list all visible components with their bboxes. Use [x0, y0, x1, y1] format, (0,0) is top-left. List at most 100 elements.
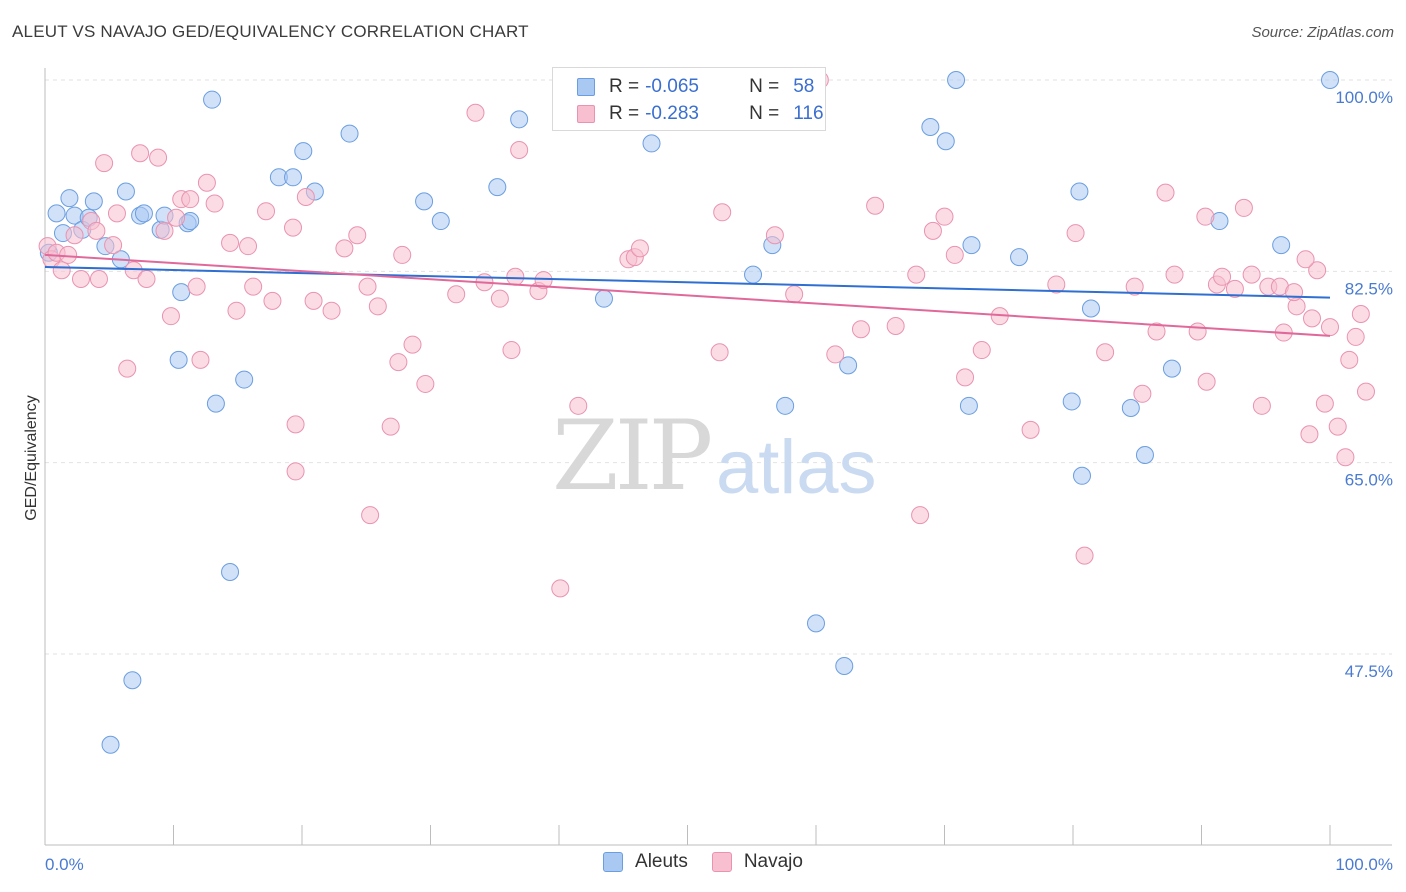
legend-r-label: R = — [609, 76, 640, 97]
aleut-point — [1121, 399, 1140, 417]
navajo-point — [907, 265, 926, 284]
aleut-point — [84, 192, 103, 211]
navajo-point — [466, 103, 485, 122]
navajo-point — [1165, 265, 1184, 284]
navajo-point — [95, 154, 114, 173]
navajo-point — [765, 226, 784, 245]
navajo-point — [447, 285, 466, 304]
navajo-point — [956, 368, 975, 387]
navajo-point — [972, 341, 991, 360]
aleut-point — [1272, 236, 1291, 255]
aleut-point — [1062, 392, 1081, 411]
aleut-point — [235, 370, 254, 389]
aleut-point — [294, 142, 313, 161]
navajo-point — [1285, 283, 1304, 302]
navajo-point — [403, 335, 422, 354]
navajo-point — [1321, 318, 1339, 337]
aleut-point — [921, 118, 940, 137]
x-tick-label: 100.0% — [1335, 855, 1393, 874]
aleut-point — [1321, 71, 1339, 89]
navajo-point — [1242, 265, 1261, 284]
aleut-point — [169, 350, 188, 369]
aleut-point — [807, 614, 825, 633]
aleut-point — [1135, 446, 1154, 465]
navajo-point — [1303, 309, 1322, 328]
aleut-point — [101, 735, 120, 754]
legend-n-label: N = — [749, 76, 780, 97]
legend-n-value: 58 — [793, 76, 815, 97]
navajo-point — [118, 359, 137, 378]
navajo-point — [506, 267, 525, 286]
navajo-point — [490, 289, 509, 308]
navajo-point — [104, 236, 123, 255]
aleuts-swatch — [603, 852, 624, 872]
navajo-point — [1196, 207, 1215, 226]
aleut-point — [221, 563, 240, 581]
navajo-point — [263, 291, 282, 310]
navajo-point — [304, 291, 323, 310]
navajo-point — [935, 207, 954, 226]
legend-r-label: R = — [609, 103, 640, 124]
aleut-point — [1010, 248, 1029, 267]
aleut-point — [839, 356, 858, 375]
navajo-point — [1336, 448, 1355, 467]
navajo-point — [945, 245, 964, 264]
navajo-swatch — [711, 852, 732, 872]
y-axis-title: GED/Equivalency — [23, 395, 40, 520]
navajo-point — [1300, 425, 1319, 444]
navajo-point — [348, 226, 367, 245]
aleut-point — [936, 132, 955, 151]
navajo-point — [713, 203, 732, 222]
grid-lines — [45, 79, 1392, 655]
legend-item-navajo: Navajo — [711, 851, 803, 873]
aleut-point — [642, 134, 661, 153]
navajo-point — [502, 341, 521, 360]
navajo-point — [1296, 250, 1315, 269]
navajo-point — [296, 187, 315, 206]
navajo-point — [851, 320, 870, 339]
legend-n-label: N = — [749, 103, 780, 124]
y-tick-label: 100.0% — [1335, 88, 1393, 107]
navajo-point — [167, 208, 186, 227]
navajo-point — [1197, 372, 1216, 391]
navajo-point — [389, 353, 408, 372]
aleut-point — [510, 110, 529, 129]
aleut-point — [744, 265, 763, 284]
legend-r-value: -0.065 — [645, 76, 699, 97]
aleut-point — [1070, 182, 1089, 201]
navajo-point — [335, 239, 354, 258]
aleut-point — [340, 124, 359, 143]
navajo-point — [785, 285, 804, 304]
trend-lines — [44, 253, 1331, 337]
navajo-point — [1156, 183, 1175, 202]
legend-n-value: 116 — [793, 103, 824, 124]
navajo-point — [137, 269, 156, 288]
aleut-point — [123, 671, 142, 690]
x-tick-label: 0.0% — [45, 855, 84, 874]
navajo-point — [1356, 382, 1375, 401]
y-tick-label: 82.5% — [1345, 279, 1393, 298]
navajo-point — [149, 148, 168, 167]
y-tick-label: 47.5% — [1345, 662, 1393, 681]
navajo-point — [1021, 420, 1040, 439]
navajo-point — [286, 415, 305, 434]
navajo-point — [244, 277, 263, 296]
navajo-point — [630, 239, 649, 258]
navajo-point — [866, 196, 885, 215]
navajo-point — [191, 350, 210, 369]
navajo-point — [1213, 267, 1232, 286]
navajo-point — [1308, 261, 1327, 280]
aleut-point — [116, 182, 135, 201]
navajo-point — [416, 374, 435, 393]
y-tick-label: 65.0% — [1345, 471, 1393, 490]
legend-row-aleuts: R = -0.065 N = 58 — [577, 75, 814, 99]
navajo-point — [155, 221, 174, 240]
legend-r-value: -0.283 — [645, 103, 699, 124]
navajo-swatch — [577, 105, 595, 123]
navajo-point — [551, 579, 570, 598]
series-legend: Aleuts Navajo — [0, 851, 1406, 873]
navajo-point — [107, 204, 126, 223]
aleut-point — [962, 236, 981, 255]
navajo-point — [181, 190, 200, 209]
chart-title: ALEUT VS NAVAJO GED/EQUIVALENCY CORRELAT… — [12, 22, 529, 41]
